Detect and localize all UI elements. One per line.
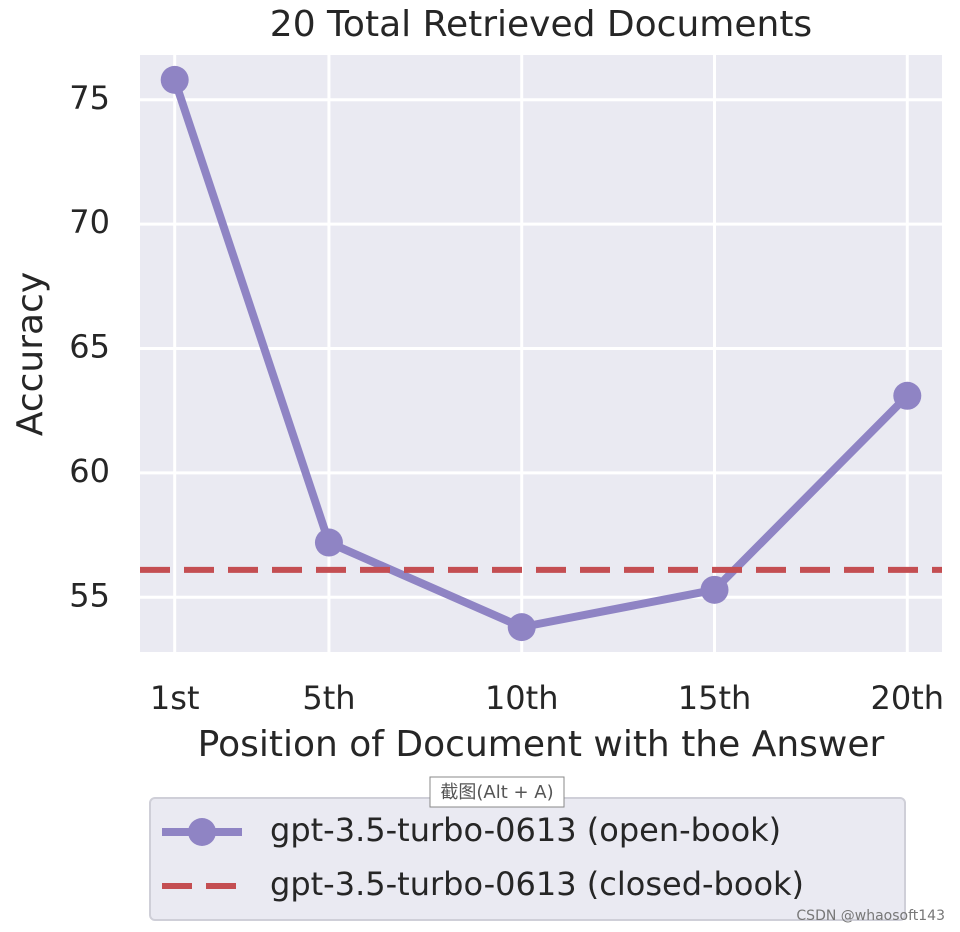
x-tick-label: 5th <box>302 679 355 717</box>
data-point <box>160 65 189 94</box>
y-tick-label: 60 <box>69 452 110 490</box>
y-tick-label: 65 <box>69 328 110 366</box>
x-tick-label: 1st <box>150 679 200 717</box>
y-axis-label: Accuracy <box>10 272 51 436</box>
y-tick-label: 55 <box>69 576 110 614</box>
data-point <box>700 575 729 604</box>
data-point <box>314 528 343 557</box>
watermark: CSDN @whaosoft143 <box>796 908 945 924</box>
legend-label: gpt-3.5-turbo-0613 (closed-book) <box>270 865 804 903</box>
y-tick-label: 70 <box>69 203 110 241</box>
tooltip-box <box>429 776 565 808</box>
x-tick-label: 15th <box>678 679 752 717</box>
chart-title: 20 Total Retrieved Documents <box>270 4 812 45</box>
x-tick-label: 20th <box>871 679 945 717</box>
tooltip: 截图(Alt + A) <box>440 782 553 803</box>
legend-marker <box>188 818 216 846</box>
legend-label: gpt-3.5-turbo-0613 (open-book) <box>270 811 781 849</box>
plot-area <box>140 55 942 652</box>
data-point <box>893 381 922 410</box>
y-tick-label: 75 <box>69 79 110 117</box>
x-axis-label: Position of Document with the Answer <box>198 724 885 765</box>
data-point <box>507 613 536 642</box>
x-tick-label: 10th <box>485 679 559 717</box>
